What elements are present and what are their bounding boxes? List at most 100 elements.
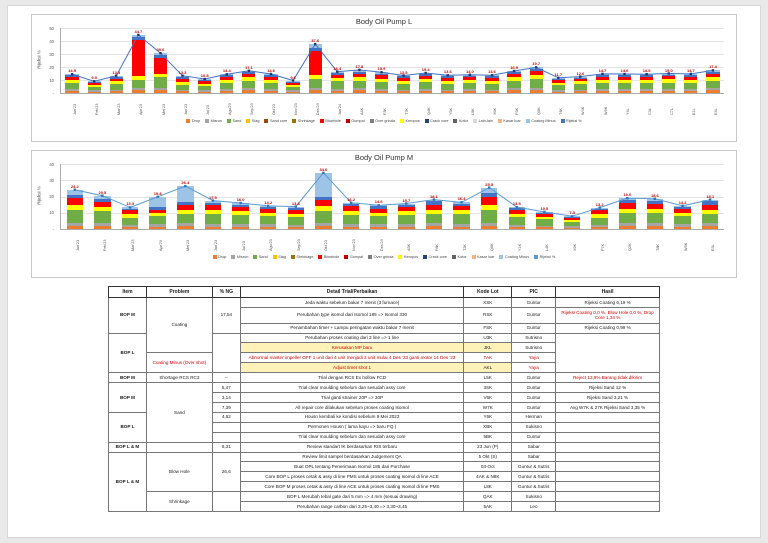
data-label: 18.1 — [706, 193, 715, 199]
bar-segment-blowhole — [706, 73, 720, 78]
x-axis-tick-label: Q6K — [490, 243, 495, 251]
bar-segment-blowhole — [573, 78, 587, 82]
bar-segment-sand — [342, 215, 360, 225]
table-cell: Guntur — [511, 297, 557, 308]
table-cell: Blow Hole — [145, 451, 213, 493]
legend-item: Sand — [227, 119, 241, 123]
bar-segment-crack-core — [315, 196, 332, 200]
x-axis-tick-label: F3K — [382, 108, 387, 115]
table-cell: Herman — [511, 411, 557, 423]
table-cell: Sutrisno — [511, 342, 557, 354]
data-label: 16.4 — [333, 65, 342, 71]
x-axis-tick-label: E4L — [714, 108, 718, 115]
bar-segment-misrun — [175, 89, 190, 92]
legend-label: Rijeksi % — [539, 255, 556, 259]
table-cell — [555, 461, 660, 473]
data-label: 17.8 — [355, 63, 364, 69]
line-marker — [101, 194, 104, 197]
x-axis-tick-label: Feb'23 — [103, 239, 108, 252]
bar-segment-drop — [330, 91, 344, 93]
column-header: Kode Lot — [463, 286, 513, 298]
line-marker — [488, 186, 491, 189]
bar-segment-crack-core — [617, 74, 632, 77]
data-label: 7.8 — [569, 210, 575, 216]
bar-segment-blowhole — [330, 74, 344, 79]
x-axis-tick-label: E3L — [711, 244, 716, 251]
legend-swatch — [424, 119, 429, 123]
table-cell: 6,31 — [211, 441, 241, 453]
trial-table: Item Problem% NG Detail Trial/Perbaikan Kod… — [108, 286, 660, 513]
bar-segment-crack-core — [66, 194, 84, 199]
gridline — [61, 180, 724, 182]
x-axis-tick-label: Mei'23 — [161, 103, 166, 115]
data-label: 15.0 — [664, 67, 673, 73]
column-header: Problem — [145, 286, 213, 298]
legend-item: Coating Minus — [525, 119, 556, 123]
bar-segment-blowhole — [508, 209, 526, 214]
legend-label: Drop — [218, 255, 227, 259]
bar-segment-keropos — [175, 81, 190, 85]
bar-segment-crack-core — [480, 193, 498, 197]
bar-segment-sand — [617, 82, 632, 90]
table-cell: Sukisno — [511, 491, 557, 503]
line-marker — [432, 198, 436, 201]
table-cell: Rijeksi Coating 6,19 % — [555, 297, 660, 308]
legend-swatch — [246, 119, 251, 123]
bar-segment-drop — [425, 225, 443, 229]
bar-segment-keropos — [287, 213, 305, 217]
data-label: 12.6 — [576, 70, 585, 76]
bar-segment-drop — [551, 91, 565, 93]
bar-segment-keropos — [242, 77, 256, 81]
legend-swatch — [212, 255, 217, 259]
legend-item: Keropos — [398, 255, 418, 259]
bar-segment-crack-core — [65, 75, 79, 78]
bar-segment-crack-core — [573, 77, 587, 79]
bar-segment-sand — [109, 83, 123, 90]
legend-label: Gompal — [349, 255, 364, 259]
line-marker — [349, 201, 353, 204]
table-cell: Yaya — [511, 352, 557, 364]
bar-segment-misrun — [485, 89, 499, 92]
table-cell: BOP M — [108, 372, 147, 384]
legend-item: Misrun — [205, 119, 222, 123]
bar-segment-drop — [87, 91, 101, 93]
line-marker — [115, 74, 118, 77]
bar-segment-misrun — [121, 224, 139, 227]
bar-segment-misrun — [441, 89, 455, 92]
data-label: 17.5 — [208, 194, 217, 200]
bar-segment-crack-core — [198, 80, 212, 82]
bar-segment-sand — [563, 222, 581, 227]
column-header: % NG — [211, 286, 241, 298]
legend-label: Kasar luar — [503, 119, 521, 123]
bar-segment-keropos — [330, 78, 344, 82]
bar-segment-crack-core — [259, 206, 277, 209]
bar-segment-blowhole — [264, 76, 278, 80]
bar-segment-blowhole — [352, 73, 366, 78]
bar-segment-blowhole — [591, 210, 608, 215]
table-cell: L5K — [463, 372, 513, 384]
bar-segment-sand — [177, 213, 194, 224]
x-axis-tick-label: X6K — [493, 107, 497, 115]
bar-segment-crack-core — [453, 203, 470, 207]
legend-item: Shrinkage — [292, 119, 315, 123]
legend-label: Kotor — [457, 255, 467, 259]
table-cell: Rijeksi Coating 0,99 % — [555, 322, 660, 334]
bar-segment-crack-core — [220, 75, 234, 78]
table-row: BOP L Perubahan proses coating dari 3 lin… — [108, 332, 660, 374]
legend-label: Crack core — [430, 119, 449, 123]
bar-segment-keropos — [536, 216, 553, 220]
data-label: 13.6 — [443, 69, 452, 75]
bar-segment-crack-core — [149, 207, 166, 210]
bar-segment-drop — [619, 225, 636, 229]
gridline — [61, 196, 724, 198]
x-axis-tick-label: Sep'23 — [249, 103, 254, 115]
bar-segment-drop — [198, 91, 212, 93]
bar-segment-keropos — [398, 211, 415, 216]
bar-segment-keropos — [131, 76, 145, 80]
table-body: BOP M Coating 17,54 Jeda waktu sebelum baka… — [108, 296, 660, 513]
line-marker — [446, 74, 449, 77]
bar-segment-keropos — [109, 81, 123, 84]
bar-segment-drop — [706, 90, 720, 93]
bar-segment-crack-core — [619, 199, 636, 203]
bar-segment-crack-core — [536, 212, 553, 214]
